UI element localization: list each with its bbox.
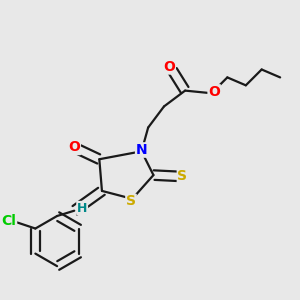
Text: H: H [77,202,87,214]
Text: O: O [163,60,175,74]
Text: O: O [208,85,220,99]
Text: S: S [178,169,188,183]
Text: O: O [68,140,80,154]
Text: N: N [136,143,147,157]
Text: S: S [126,194,136,208]
Text: Cl: Cl [2,214,16,228]
